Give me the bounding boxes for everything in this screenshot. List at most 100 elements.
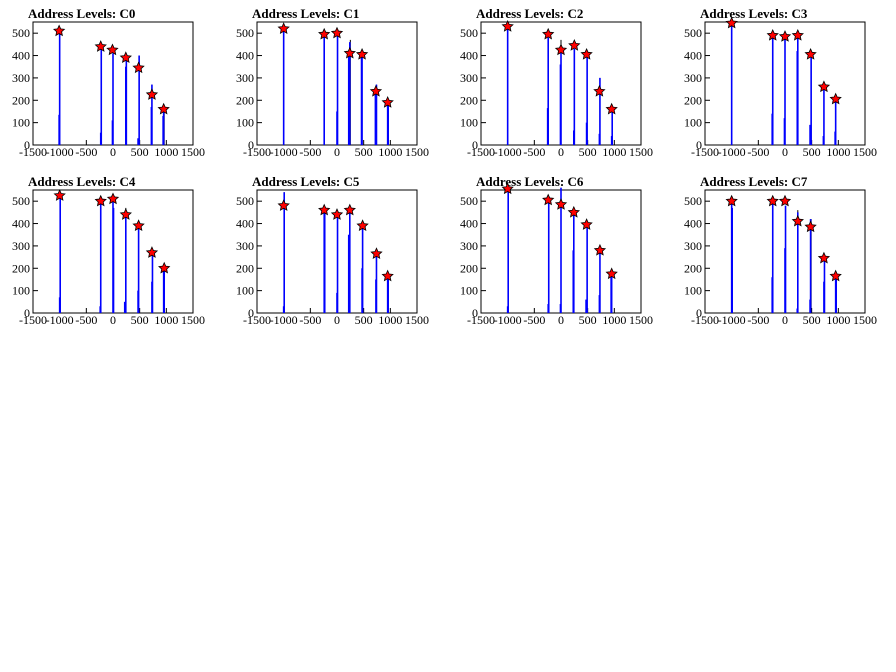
y-tick-label: 100 bbox=[12, 284, 30, 298]
x-tick-label: -500 bbox=[75, 145, 97, 159]
x-tick-label: 1000 bbox=[602, 145, 626, 159]
peak-marker bbox=[330, 26, 344, 39]
y-tick-label: 100 bbox=[236, 284, 254, 298]
histogram-bar bbox=[730, 24, 733, 145]
x-tick-label: -1500 bbox=[691, 145, 719, 159]
histogram-bar bbox=[823, 257, 826, 313]
y-tick-label: 0 bbox=[24, 138, 30, 152]
x-tick-label: 0 bbox=[110, 145, 116, 159]
x-tick-label: -1000 bbox=[270, 145, 298, 159]
y-tick-label: 300 bbox=[684, 71, 702, 85]
histogram-bar bbox=[347, 234, 350, 313]
x-tick-label: -1500 bbox=[243, 145, 271, 159]
histogram-bar bbox=[599, 250, 601, 313]
peak-marker bbox=[554, 198, 568, 210]
histogram-bar bbox=[809, 219, 812, 313]
histogram-bar bbox=[560, 48, 562, 145]
x-tick-label: 1000 bbox=[602, 313, 626, 327]
y-tick-label: 0 bbox=[248, 138, 254, 152]
chart-title: Address Levels: C5 bbox=[252, 174, 360, 189]
histogram-bar bbox=[162, 106, 165, 145]
histogram-bar bbox=[784, 37, 786, 146]
y-tick-label: 100 bbox=[684, 284, 702, 298]
x-tick-label: 1000 bbox=[378, 145, 402, 159]
y-tick-label: 400 bbox=[12, 217, 30, 231]
peak-marker bbox=[330, 208, 344, 220]
peak-marker bbox=[277, 22, 290, 34]
peak-marker bbox=[766, 194, 779, 207]
x-tick-label: 500 bbox=[131, 313, 149, 327]
chart-title: Address Levels: C7 bbox=[700, 174, 808, 189]
peak-marker bbox=[554, 43, 568, 56]
y-tick-label: 0 bbox=[472, 306, 478, 320]
peak-marker bbox=[318, 27, 331, 40]
y-tick-label: 0 bbox=[24, 306, 30, 320]
x-tick-label: 500 bbox=[355, 145, 373, 159]
histogram-bar bbox=[611, 109, 613, 145]
peak-marker bbox=[145, 246, 159, 258]
chart-title: Address Levels: C1 bbox=[252, 6, 359, 21]
y-tick-label: 0 bbox=[696, 306, 702, 320]
peak-marker bbox=[318, 203, 331, 216]
x-tick-label: -1000 bbox=[494, 313, 522, 327]
peak-marker bbox=[53, 189, 66, 201]
histogram-bar bbox=[151, 250, 154, 313]
histogram-bar bbox=[560, 187, 562, 313]
peak-marker bbox=[145, 88, 159, 100]
chart-title: Address Levels: C6 bbox=[476, 174, 584, 189]
peak-marker bbox=[542, 27, 555, 40]
x-tick-label: -1500 bbox=[243, 313, 271, 327]
y-tick-label: 400 bbox=[236, 49, 254, 63]
histogram-bar bbox=[585, 299, 587, 313]
x-tick-label: 1500 bbox=[629, 313, 653, 327]
histogram-bar bbox=[99, 201, 102, 313]
histogram-bar bbox=[336, 33, 339, 145]
x-tick-label: 500 bbox=[803, 313, 821, 327]
chart-title: Address Levels: C4 bbox=[28, 174, 136, 189]
histogram-bar bbox=[375, 84, 378, 145]
x-tick-label: -500 bbox=[299, 313, 321, 327]
peak-marker bbox=[132, 219, 145, 232]
histogram-bar bbox=[361, 51, 363, 146]
histogram-bar bbox=[834, 98, 837, 145]
histogram-bar bbox=[810, 51, 812, 146]
histogram-bar bbox=[349, 42, 351, 145]
y-tick-label: 400 bbox=[684, 49, 702, 63]
histogram-bar bbox=[347, 51, 350, 146]
peak-marker bbox=[593, 243, 607, 256]
x-tick-label: -1500 bbox=[19, 145, 47, 159]
histogram-bar bbox=[610, 272, 613, 313]
peak-marker bbox=[343, 203, 356, 216]
peak-marker bbox=[605, 102, 618, 115]
x-tick-label: 1000 bbox=[154, 313, 178, 327]
histogram-bar bbox=[586, 55, 588, 145]
x-tick-label: 0 bbox=[334, 313, 340, 327]
histogram-bar bbox=[100, 48, 103, 145]
histogram-bar bbox=[283, 192, 285, 313]
y-tick-label: 200 bbox=[460, 93, 478, 107]
x-tick-label: -1000 bbox=[718, 313, 746, 327]
x-tick-label: -1500 bbox=[467, 313, 495, 327]
histogram-bar bbox=[835, 272, 837, 313]
y-tick-label: 300 bbox=[684, 239, 702, 253]
x-tick-label: 1500 bbox=[853, 313, 877, 327]
peak-marker bbox=[725, 194, 738, 207]
histogram-bar bbox=[151, 84, 153, 145]
x-tick-label: 1000 bbox=[826, 313, 850, 327]
peak-marker bbox=[542, 193, 555, 206]
peak-marker bbox=[725, 16, 738, 29]
histogram-bar bbox=[797, 37, 799, 146]
histogram-bar bbox=[374, 91, 377, 145]
peak-marker bbox=[580, 47, 593, 60]
x-tick-label: 1000 bbox=[154, 145, 178, 159]
histogram-bar bbox=[731, 207, 733, 313]
peak-marker bbox=[817, 80, 831, 93]
peak-marker bbox=[94, 194, 107, 207]
y-tick-label: 200 bbox=[236, 93, 254, 107]
x-tick-label: -1500 bbox=[691, 313, 719, 327]
y-tick-label: 100 bbox=[236, 116, 254, 130]
x-tick-label: -1000 bbox=[718, 145, 746, 159]
peak-marker bbox=[778, 30, 792, 42]
peak-marker bbox=[766, 28, 779, 41]
chart-panel: Address Levels: C50100200300400500-1500-… bbox=[236, 174, 429, 327]
